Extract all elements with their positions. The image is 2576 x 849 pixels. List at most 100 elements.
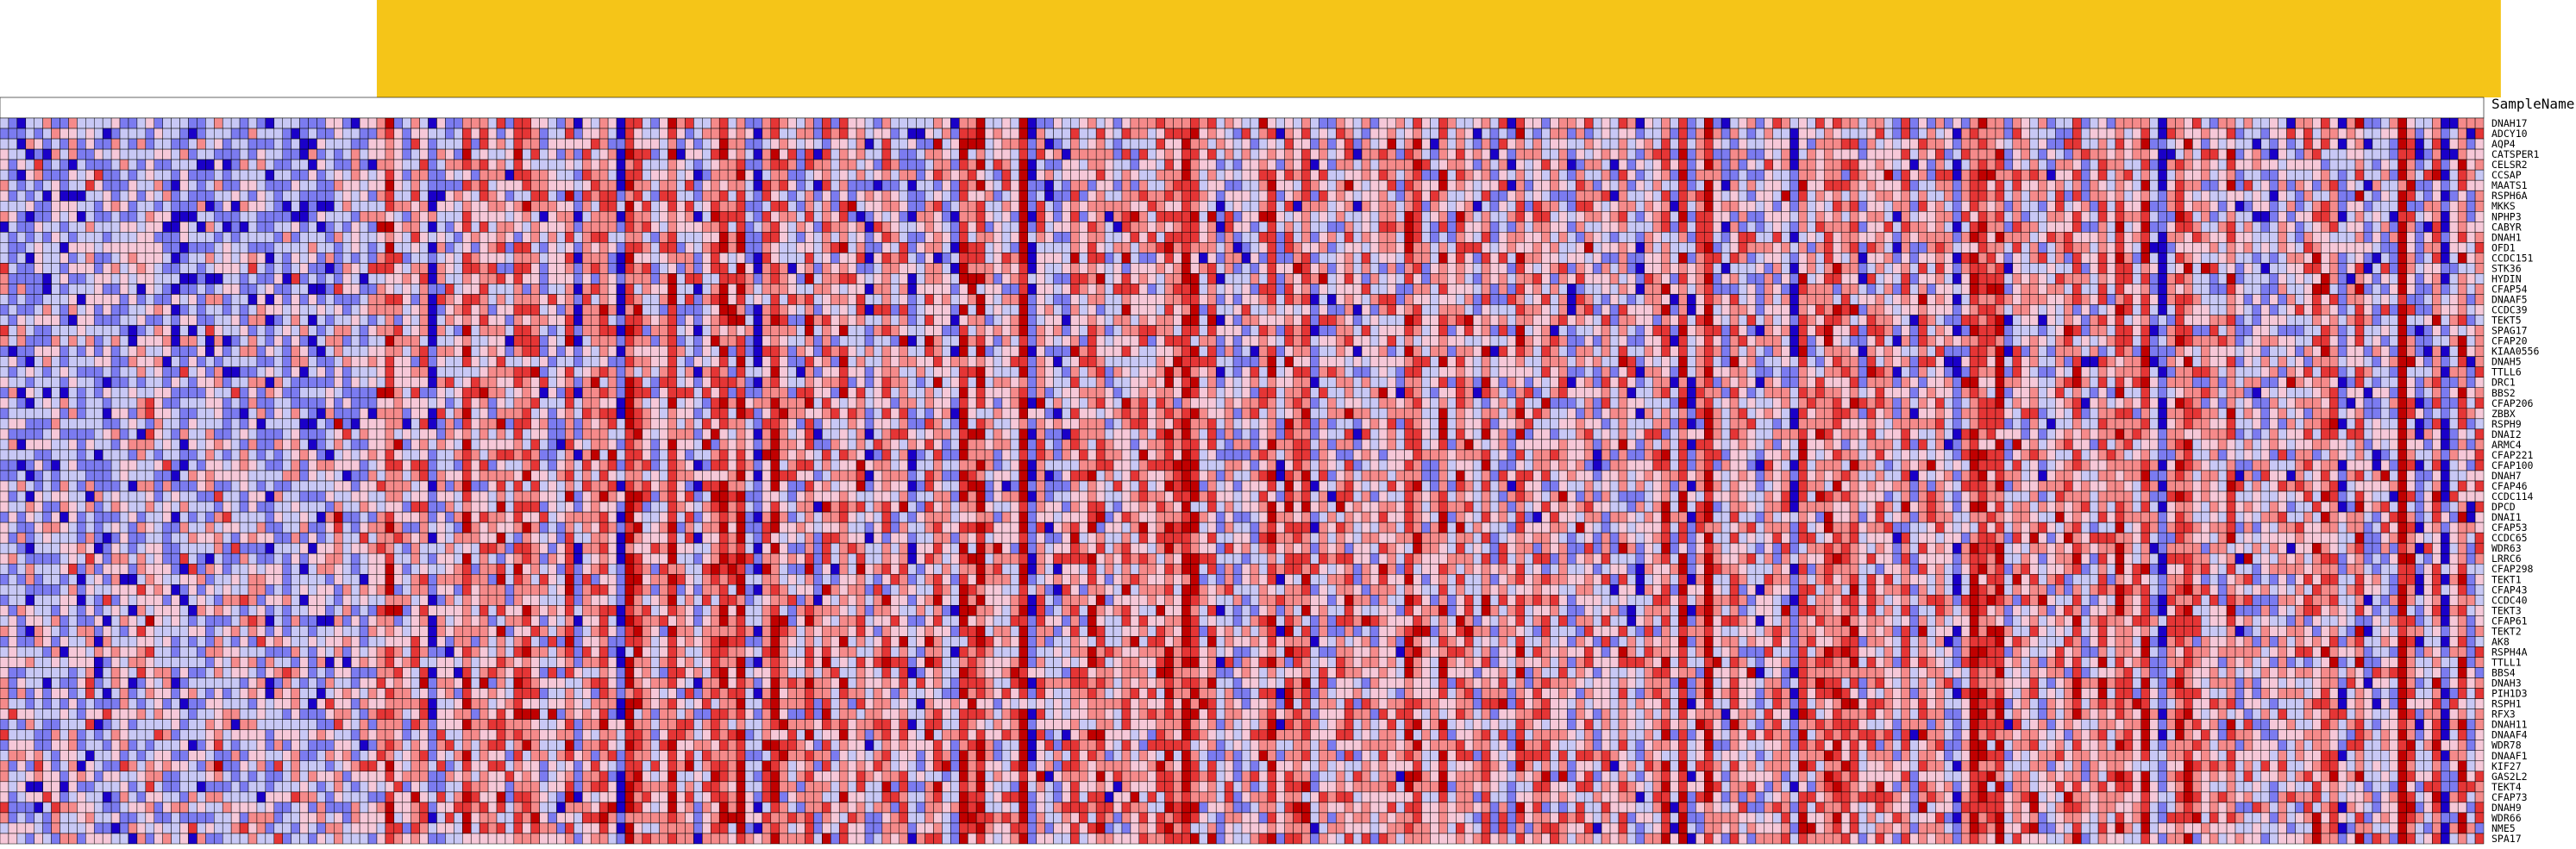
heatmap-cell <box>950 211 959 222</box>
heatmap-cell <box>1756 222 1764 232</box>
heatmap-cell <box>2064 232 2072 242</box>
heatmap-cell <box>573 253 582 263</box>
heatmap-cell <box>1181 170 1190 180</box>
heatmap-cell <box>728 159 736 170</box>
heatmap-cell <box>411 180 420 190</box>
heatmap-cell <box>1148 159 1156 170</box>
heatmap-cell <box>1764 128 1773 139</box>
heatmap-cell <box>1867 170 1876 180</box>
heatmap-cell <box>1105 232 1113 242</box>
heatmap-cell <box>1533 242 1542 253</box>
heatmap-cell <box>2287 128 2296 139</box>
heatmap-cell <box>1782 128 1790 139</box>
heatmap-cell <box>325 159 334 170</box>
heatmap-cell <box>1978 128 1987 139</box>
heatmap-cell <box>1438 139 1447 149</box>
heatmap-cell <box>1499 190 1507 201</box>
heatmap-cell <box>1045 263 1054 273</box>
heatmap-cell <box>1756 170 1764 180</box>
heatmap-cell <box>1405 190 1413 201</box>
heatmap-cell <box>711 149 719 159</box>
heatmap-cell <box>1070 159 1079 170</box>
heatmap-cell <box>891 159 899 170</box>
annotation-strip <box>0 97 2484 118</box>
heatmap-cell <box>1516 128 1525 139</box>
heatmap-cell <box>805 118 814 128</box>
heatmap-cell <box>1884 118 1893 128</box>
heatmap-cell <box>2312 139 2321 149</box>
heatmap-cell <box>565 149 573 159</box>
heatmap-cell <box>1054 242 1062 253</box>
heatmap-cell <box>677 211 686 222</box>
heatmap-cell <box>497 139 505 149</box>
heatmap-cell <box>719 118 728 128</box>
heatmap-cell <box>1250 139 1259 149</box>
heatmap-cell <box>2081 180 2090 190</box>
heatmap-cell <box>1070 149 1079 159</box>
heatmap-cell <box>2055 170 2064 180</box>
heatmap-cell <box>1490 190 1499 201</box>
heatmap-cell <box>736 190 745 201</box>
heatmap-cell <box>1105 222 1113 232</box>
heatmap-cell <box>959 170 968 180</box>
heatmap-cell <box>1028 180 1037 190</box>
heatmap-cell <box>1576 180 1584 190</box>
heatmap-cell <box>2133 222 2141 232</box>
heatmap-cell <box>231 263 240 273</box>
heatmap-cell <box>1438 170 1447 180</box>
heatmap-cell <box>111 263 120 273</box>
heatmap-cell <box>2278 170 2287 180</box>
heatmap-cell <box>188 170 197 180</box>
heatmap-cell <box>711 170 719 180</box>
heatmap-cell <box>2312 159 2321 170</box>
heatmap-cell <box>1747 139 1756 149</box>
heatmap-cell <box>1199 263 1207 273</box>
heatmap-cell <box>1276 139 1285 149</box>
heatmap-cell <box>993 242 1002 253</box>
heatmap-cell <box>317 263 325 273</box>
heatmap-cell <box>1353 222 1362 232</box>
heatmap-cell <box>1105 149 1113 159</box>
heatmap-cell <box>1713 222 1721 232</box>
heatmap-cell <box>2150 118 2159 128</box>
heatmap-cell <box>479 128 488 139</box>
heatmap-cell <box>266 273 274 284</box>
heatmap-cell <box>2441 201 2449 211</box>
heatmap-cell <box>1207 170 1216 180</box>
heatmap-cell <box>1970 159 1978 170</box>
heatmap-cell <box>1362 128 1370 139</box>
heatmap-cell <box>1721 149 1730 159</box>
heatmap-cell <box>2235 253 2244 263</box>
heatmap-cell <box>1627 242 1636 253</box>
heatmap-cell <box>959 242 968 253</box>
heatmap-cell <box>2347 180 2355 190</box>
heatmap-cell <box>1370 242 1379 253</box>
heatmap-cell <box>1473 201 1482 211</box>
heatmap-cell <box>2278 180 2287 190</box>
heatmap-cell <box>1756 149 1764 159</box>
heatmap-cell <box>1704 211 1713 222</box>
heatmap-cell <box>111 180 120 190</box>
heatmap-cell <box>531 190 540 201</box>
heatmap-cell <box>2381 211 2390 222</box>
heatmap-cell <box>2175 180 2184 190</box>
heatmap-cell <box>1799 222 1808 232</box>
heatmap-cell <box>26 263 34 273</box>
heatmap-cell <box>1867 242 1876 253</box>
heatmap-cell <box>1096 190 1105 201</box>
heatmap-cell <box>711 159 719 170</box>
heatmap-cell <box>2218 190 2227 201</box>
heatmap-cell <box>1996 118 2004 128</box>
heatmap-cell <box>1764 139 1773 149</box>
heatmap-cell <box>1645 232 1653 242</box>
heatmap-cell <box>899 253 908 263</box>
heatmap-cell <box>411 128 420 139</box>
heatmap-cell <box>719 232 728 242</box>
heatmap-cell <box>2107 190 2115 201</box>
heatmap-cell <box>479 273 488 284</box>
heatmap-cell <box>1370 222 1379 232</box>
heatmap-cell <box>1601 263 1610 273</box>
heatmap-cell <box>1327 180 1336 190</box>
heatmap-cell <box>1799 190 1808 201</box>
heatmap-cell <box>1447 149 1456 159</box>
